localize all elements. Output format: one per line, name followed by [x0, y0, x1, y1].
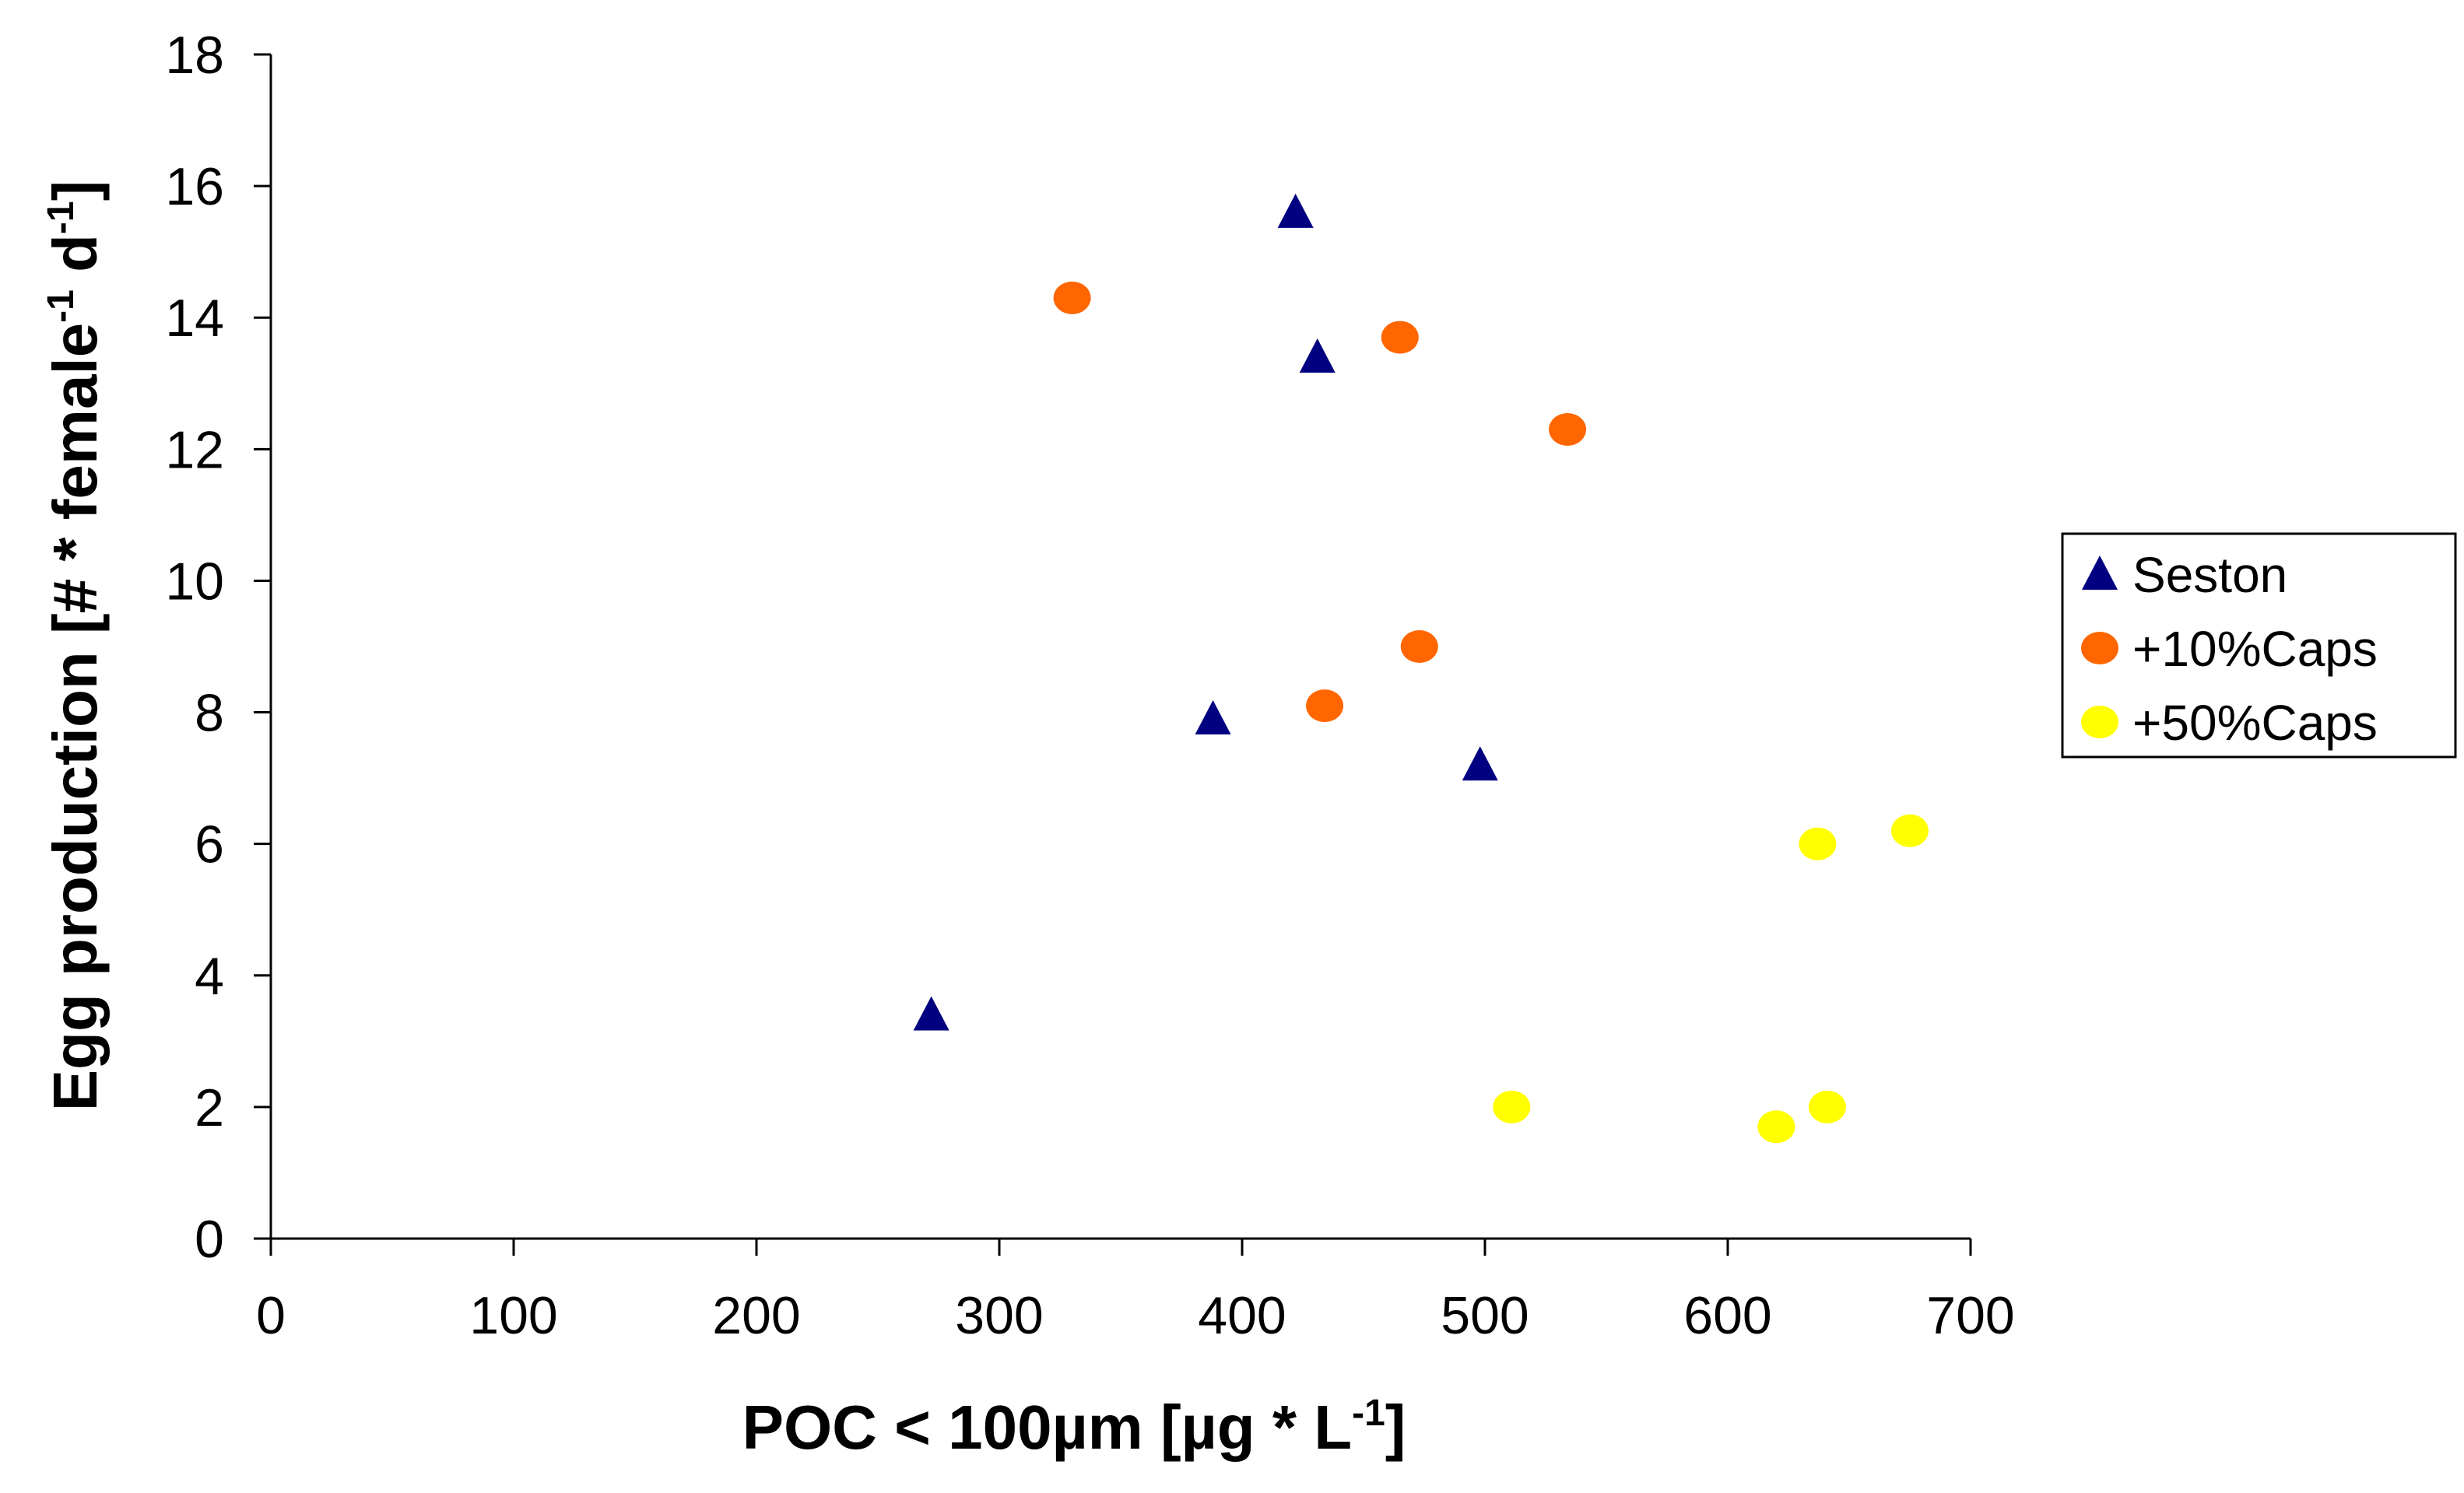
data-point	[1306, 689, 1344, 723]
y-tick-label: 10	[165, 552, 224, 611]
series-50-caps	[1493, 814, 1929, 1144]
data-point	[1381, 321, 1419, 354]
y-tick-label: 4	[195, 947, 224, 1006]
legend-marker	[2081, 632, 2118, 664]
x-tick-label: 300	[955, 1286, 1043, 1345]
data-points	[913, 193, 1929, 1144]
data-point	[1053, 281, 1091, 314]
legend-label: +10%Caps	[2132, 621, 2378, 677]
x-tick-label: 600	[1683, 1286, 1771, 1345]
legend-item: +50%Caps	[2081, 695, 2378, 751]
legend-item: Seston	[2082, 547, 2287, 603]
y-tick-label: 12	[165, 420, 224, 479]
data-point	[1808, 1090, 1846, 1123]
data-point	[1195, 700, 1231, 735]
data-point	[1891, 814, 1929, 847]
y-tick-label: 0	[195, 1210, 224, 1269]
y-tick-label: 8	[195, 684, 224, 743]
series-seston	[913, 193, 1498, 1031]
data-point	[1277, 193, 1314, 228]
x-tick-label: 400	[1198, 1286, 1286, 1345]
data-point	[1400, 630, 1438, 663]
y-tick-label: 16	[165, 157, 224, 216]
legend-label: Seston	[2132, 547, 2287, 603]
x-tick-label: 100	[469, 1286, 557, 1345]
y-tick-label: 2	[195, 1078, 224, 1137]
x-tick-label: 0	[256, 1286, 286, 1345]
data-point	[1299, 338, 1336, 373]
data-point	[1549, 412, 1587, 446]
data-point	[1757, 1110, 1795, 1144]
legend-item: +10%Caps	[2081, 621, 2378, 677]
legend-marker	[2082, 555, 2118, 590]
data-point	[913, 996, 949, 1031]
axes: 0 2 4 6 8 10 12 14 16 18 0 100 200 300 400 500 600 700	[165, 26, 2014, 1345]
x-axis-title: POC < 100µm [µg * L-1]	[742, 1393, 1406, 1462]
y-tick-label: 6	[195, 815, 224, 874]
y-tick-label: 18	[165, 26, 224, 85]
legend: Seston +10%Caps +50%Caps	[2061, 532, 2457, 759]
x-tick-label: 700	[1926, 1286, 2014, 1345]
y-tick-label: 14	[165, 289, 224, 348]
data-point	[1462, 746, 1498, 781]
data-point	[1493, 1090, 1531, 1123]
legend-label: +50%Caps	[2132, 695, 2378, 751]
data-point	[1799, 827, 1837, 860]
x-tick-label: 500	[1441, 1286, 1529, 1345]
legend-marker	[2081, 706, 2118, 738]
y-axis-title: Egg production [# * female-1 d-1]	[40, 180, 110, 1112]
x-tick-label: 200	[712, 1286, 800, 1345]
legend-box	[2061, 532, 2457, 759]
series-10-caps	[1053, 281, 1587, 723]
